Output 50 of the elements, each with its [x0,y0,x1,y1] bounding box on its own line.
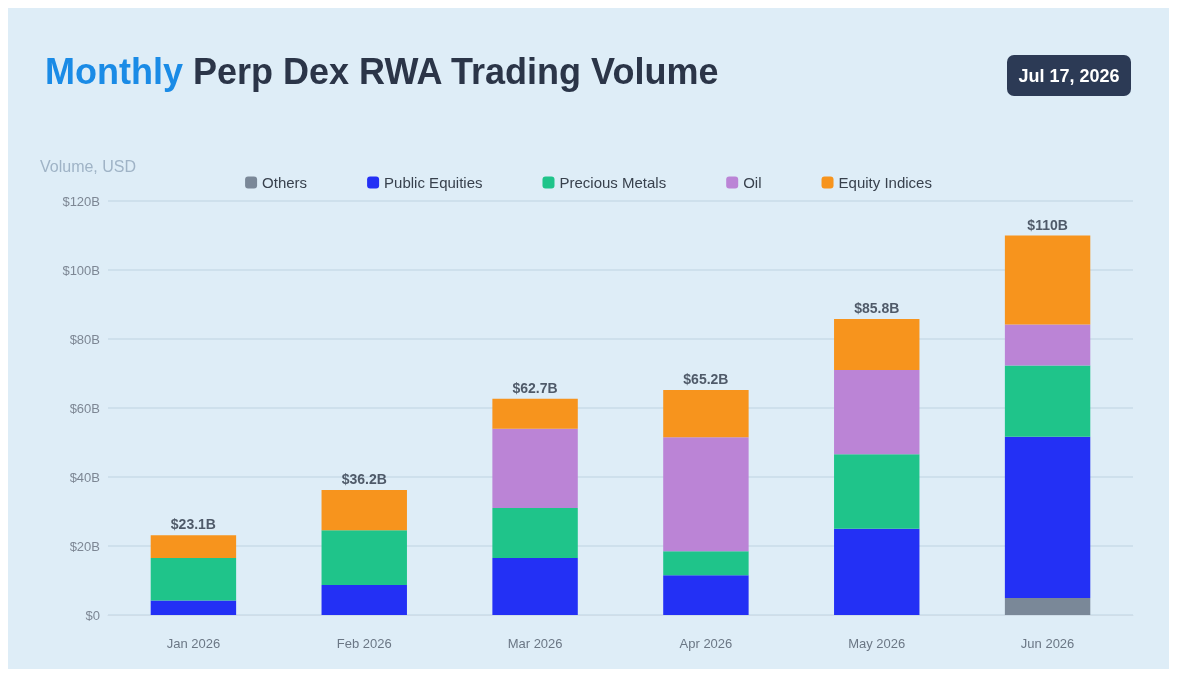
bar [150,535,237,559]
total-label: $85.8B [854,299,900,316]
total-label: $36.2B [341,471,387,488]
legend-label: Others [262,174,308,191]
bar [1004,235,1091,325]
text: Jul 17, 2026 [1018,66,1120,86]
x-tick-label: Jun 2026 [1020,636,1075,651]
bar [492,428,578,509]
x-tick-label: Apr 2026 [679,636,733,651]
bar [834,528,920,615]
bar [492,558,578,615]
bar [1004,598,1091,615]
legend-label: Oil [743,174,762,191]
total-label: $62.7B [512,379,558,396]
bar [321,584,407,615]
bar [663,551,749,576]
bar [1004,324,1091,366]
legend-label: Public Equities [384,174,483,191]
bar [150,558,237,601]
total-label: $65.2B [683,371,729,388]
bar [834,454,920,529]
bar [321,530,407,585]
x-tick-label: May 2026 [848,636,906,651]
y-tick-label: $20B [69,538,100,554]
total-label: $110B [1027,216,1068,233]
y-tick-label: $120B [62,193,100,209]
bar [834,318,920,371]
bar [663,437,749,552]
legend-label: Precious Metals [559,174,667,191]
bar [492,508,578,559]
bar [150,600,237,615]
legend-label: Equity Indices [838,174,932,191]
chart-title: Monthly Perp Dex RWA Trading Volume [45,50,719,92]
x-tick-label: Mar 2026 [507,636,563,651]
bar [1004,365,1091,437]
y-axis-title: Volume, USD [40,157,137,175]
x-tick-label: Feb 2026 [336,636,392,651]
bar [492,398,578,429]
bar [663,390,749,438]
y-tick-label: $80B [69,331,100,347]
bar [1004,436,1091,599]
y-tick-label: $60B [69,400,100,416]
x-tick-label: Jan 2026 [166,636,221,651]
total-label: $23.1B [170,516,216,533]
y-tick-label: $0 [85,607,100,623]
y-tick-label: $40B [69,469,100,485]
bar [663,575,749,615]
y-tick-label: $100B [62,262,100,278]
bar [321,490,407,531]
bar [834,370,920,455]
